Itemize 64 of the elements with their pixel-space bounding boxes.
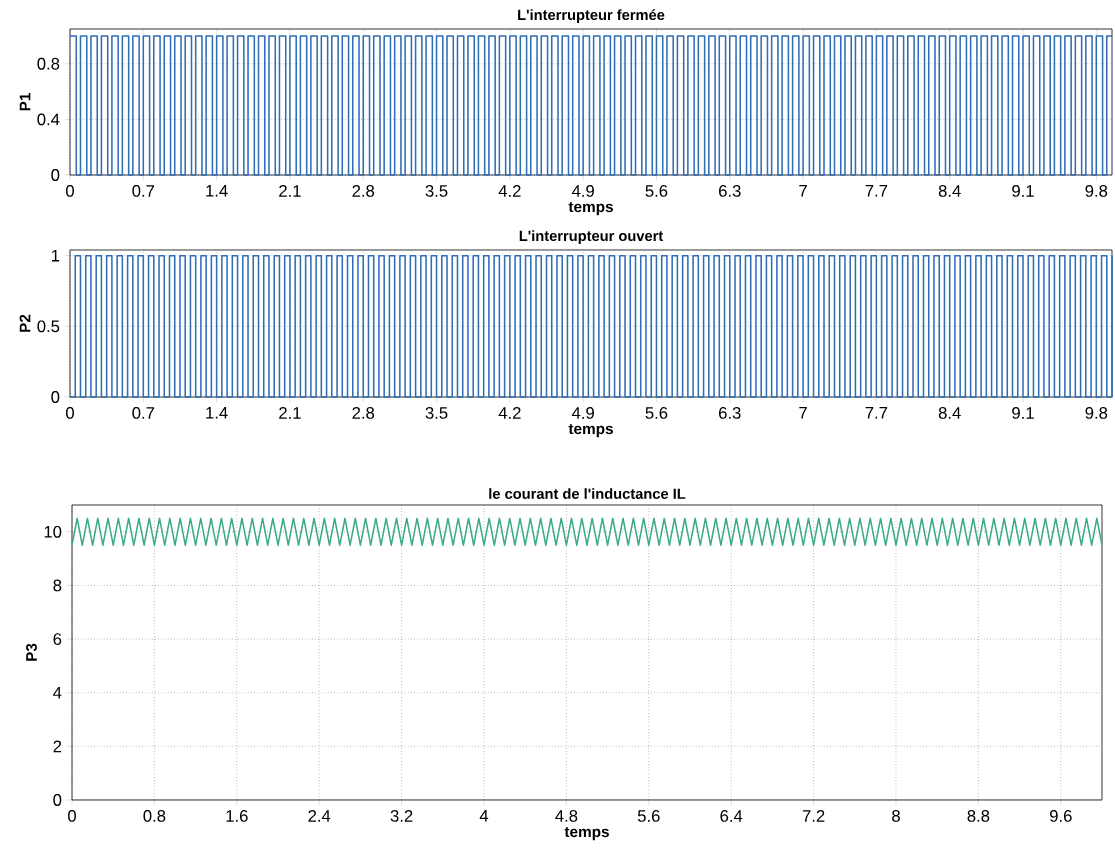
x-tick-label: 2.1 bbox=[279, 185, 301, 197]
x-tick-label: 1.6 bbox=[226, 810, 248, 822]
y-tick-label: 1 bbox=[51, 249, 60, 262]
x-tick-label: 3.2 bbox=[390, 810, 413, 822]
x-tick-label: 2.8 bbox=[352, 407, 375, 419]
x-tick-label: 2.8 bbox=[352, 185, 375, 197]
x-tick-label: 0.7 bbox=[132, 407, 155, 419]
x-tick-label: 7 bbox=[799, 185, 807, 197]
x-tick-label: 9.1 bbox=[1012, 407, 1034, 419]
x-tick-label: 7.2 bbox=[802, 810, 825, 822]
y-tick-label: 0.8 bbox=[37, 57, 60, 70]
x-tick-label: 1.4 bbox=[206, 407, 228, 419]
y-tick-label: 0 bbox=[51, 391, 60, 403]
x-tick-label: 3.5 bbox=[425, 407, 448, 419]
y-axis-title: P1 bbox=[19, 93, 31, 111]
x-tick-label: 5.6 bbox=[645, 407, 668, 419]
x-tick-label: 4.2 bbox=[498, 185, 521, 197]
x-tick-label: 4 bbox=[479, 810, 489, 822]
x-tick-label: 3.5 bbox=[425, 185, 448, 197]
x-tick-label: 9.8 bbox=[1085, 407, 1108, 419]
x-tick-label: 0 bbox=[68, 810, 76, 822]
x-tick-label: 5.6 bbox=[645, 185, 668, 197]
x-tick-label: 9.6 bbox=[1049, 810, 1072, 822]
x-tick-label: 4.2 bbox=[498, 407, 521, 419]
x-tick-label: 6.4 bbox=[720, 810, 743, 822]
y-axis-title: P2 bbox=[19, 314, 31, 332]
y-tick-label: 0 bbox=[51, 169, 60, 181]
chart-title: L'interrupteur fermée bbox=[518, 9, 665, 23]
x-tick-label: 8.4 bbox=[938, 407, 961, 419]
x-tick-label: 2.4 bbox=[308, 810, 331, 822]
x-tick-label: 4.9 bbox=[571, 185, 594, 197]
y-tick-label: 10 bbox=[44, 525, 62, 538]
x-tick-label: 1.4 bbox=[206, 185, 228, 197]
y-tick-label: 8 bbox=[53, 579, 62, 592]
x-tick-label: 6.3 bbox=[719, 185, 741, 197]
x-tick-label: 0 bbox=[66, 407, 74, 419]
x-axis-title: temps bbox=[568, 201, 613, 216]
y-tick-label: 0.4 bbox=[37, 113, 60, 126]
x-tick-label: 0.8 bbox=[143, 810, 166, 822]
y-tick-label: 4 bbox=[53, 686, 62, 699]
x-tick-label: 9.8 bbox=[1085, 185, 1108, 197]
x-tick-label: 7.7 bbox=[865, 407, 888, 419]
chart-title: le courant de l'inductance IL bbox=[489, 488, 686, 499]
x-tick-label: 0.7 bbox=[132, 185, 155, 197]
y-tick-label: 0.5 bbox=[37, 320, 60, 333]
x-axis-title: temps bbox=[564, 826, 609, 841]
x-tick-label: 4.9 bbox=[571, 407, 594, 419]
x-tick-label: 6.3 bbox=[719, 407, 741, 419]
y-tick-label: 0 bbox=[53, 794, 62, 806]
x-tick-label: 7.7 bbox=[865, 185, 888, 197]
x-tick-label: 7 bbox=[799, 407, 807, 419]
x-axis-title: temps bbox=[568, 423, 613, 438]
y-tick-label: 6 bbox=[53, 633, 62, 645]
x-tick-label: 4.8 bbox=[555, 810, 578, 822]
x-tick-label: 0 bbox=[66, 185, 74, 197]
x-tick-label: 8 bbox=[892, 810, 900, 822]
y-axis-title: P3 bbox=[26, 643, 37, 661]
x-tick-label: 8.4 bbox=[938, 185, 961, 197]
y-tick-label: 2 bbox=[53, 740, 62, 753]
x-tick-label: 9.1 bbox=[1012, 185, 1034, 197]
x-tick-label: 5.6 bbox=[637, 810, 660, 822]
chart-title: L'interrupteur ouvert bbox=[519, 230, 664, 244]
x-tick-label: 8.8 bbox=[967, 810, 990, 822]
x-tick-label: 2.1 bbox=[279, 407, 301, 419]
